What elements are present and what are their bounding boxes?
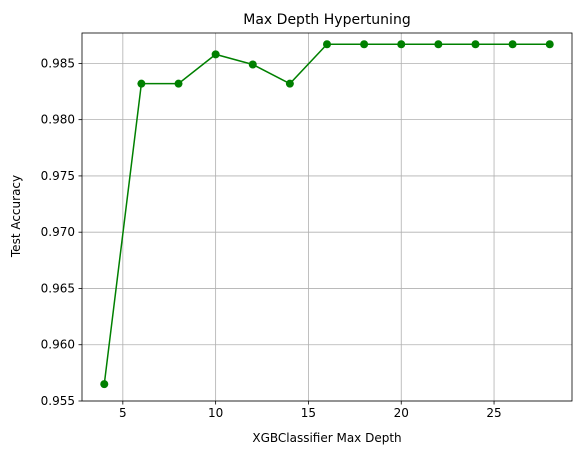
x-tick-label: 15 xyxy=(301,406,316,420)
x-tick-label: 20 xyxy=(394,406,409,420)
y-tick-label: 0.980 xyxy=(41,113,75,127)
x-tick-label: 25 xyxy=(486,406,501,420)
data-point xyxy=(397,40,406,49)
y-tick-label: 0.970 xyxy=(41,225,75,239)
data-point xyxy=(471,40,480,49)
y-axis-label: Test Accuracy xyxy=(9,175,23,258)
y-tick-label: 0.975 xyxy=(41,169,75,183)
x-tick-label: 10 xyxy=(208,406,223,420)
data-point xyxy=(100,380,109,389)
y-axis-ticks: 0.955 0.960 0.965 0.970 0.975 0.980 0.985 xyxy=(41,56,82,408)
y-tick-label: 0.965 xyxy=(41,281,75,295)
y-tick-label: 0.955 xyxy=(41,394,75,408)
y-tick-label: 0.960 xyxy=(41,338,75,352)
plot-frame xyxy=(81,32,573,402)
x-axis-ticks: 5 10 15 20 25 xyxy=(119,401,502,420)
y-tick-label: 0.985 xyxy=(41,56,75,70)
x-axis-label: XGBClassifier Max Depth xyxy=(252,431,401,445)
data-point xyxy=(434,40,443,49)
data-point xyxy=(174,79,183,88)
data-point xyxy=(137,79,146,88)
data-point xyxy=(211,50,220,59)
data-point xyxy=(248,60,257,69)
data-point xyxy=(545,40,554,49)
data-point xyxy=(360,40,369,49)
data-point xyxy=(285,79,294,88)
data-point xyxy=(323,40,331,49)
series-layer xyxy=(100,40,554,389)
x-tick-label: 5 xyxy=(119,406,127,420)
data-point xyxy=(508,40,517,49)
chart-title: Max Depth Hypertuning xyxy=(243,12,410,28)
